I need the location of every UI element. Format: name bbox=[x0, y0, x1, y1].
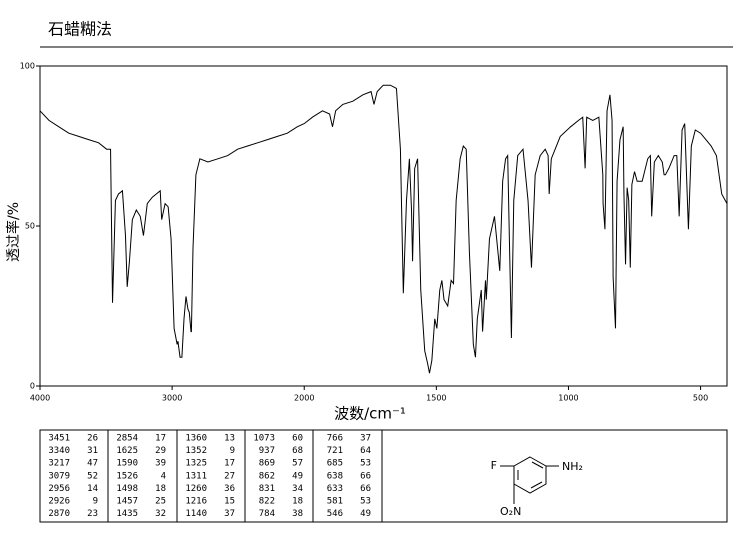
table-frame bbox=[39, 429, 728, 523]
peak-transmittance: 60 bbox=[292, 434, 303, 444]
x-axis-label: 波数/cm⁻¹ bbox=[334, 405, 406, 423]
peak-wavenumber: 633 bbox=[327, 484, 343, 494]
x-tick-label: 1000 bbox=[558, 394, 578, 403]
plot-frame bbox=[39, 65, 728, 387]
peak-transmittance: 23 bbox=[87, 509, 98, 519]
benzene-ring bbox=[513, 456, 547, 494]
peak-wavenumber: 1216 bbox=[185, 497, 207, 507]
peak-wavenumber: 784 bbox=[259, 509, 275, 519]
peak-transmittance: 38 bbox=[292, 509, 303, 519]
peak-wavenumber: 1457 bbox=[116, 497, 138, 507]
peak-transmittance: 49 bbox=[360, 509, 371, 519]
x-tick-label: 4000 bbox=[30, 394, 50, 403]
peak-wavenumber: 2926 bbox=[48, 497, 70, 507]
structure-label: O₂N bbox=[500, 505, 521, 518]
double-bond bbox=[531, 461, 544, 469]
peak-transmittance: 29 bbox=[155, 446, 166, 456]
structure-label: NH₂ bbox=[562, 460, 583, 473]
peak-wavenumber: 3217 bbox=[48, 459, 70, 469]
peak-transmittance: 17 bbox=[224, 459, 235, 469]
y-tick-label: 0 bbox=[30, 382, 35, 391]
peak-transmittance: 32 bbox=[155, 509, 166, 519]
x-tick-label: 2000 bbox=[294, 394, 314, 403]
peak-wavenumber: 3340 bbox=[48, 446, 70, 456]
peak-transmittance: 57 bbox=[292, 459, 303, 469]
peak-transmittance: 52 bbox=[87, 471, 98, 481]
peak-wavenumber: 2956 bbox=[48, 484, 70, 494]
peak-transmittance: 39 bbox=[155, 459, 166, 469]
peak-transmittance: 31 bbox=[87, 446, 98, 456]
x-tick-label: 3000 bbox=[162, 394, 182, 403]
peak-transmittance: 34 bbox=[292, 484, 303, 494]
peak-wavenumber: 862 bbox=[259, 471, 275, 481]
peak-wavenumber: 766 bbox=[327, 434, 343, 444]
peak-transmittance: 64 bbox=[360, 446, 371, 456]
peak-wavenumber: 1311 bbox=[185, 471, 207, 481]
double-bond bbox=[530, 481, 543, 489]
peak-wavenumber: 1325 bbox=[185, 459, 207, 469]
peak-wavenumber: 581 bbox=[327, 497, 343, 507]
peak-wavenumber: 1498 bbox=[116, 484, 138, 494]
peak-wavenumber: 1590 bbox=[116, 459, 138, 469]
peak-transmittance: 18 bbox=[155, 484, 166, 494]
peak-wavenumber: 3451 bbox=[48, 434, 70, 444]
peak-transmittance: 53 bbox=[360, 497, 371, 507]
peak-wavenumber: 831 bbox=[259, 484, 275, 494]
peak-transmittance: 47 bbox=[87, 459, 98, 469]
y-axis-label: 透过率/% bbox=[5, 202, 22, 262]
peak-transmittance: 18 bbox=[292, 497, 303, 507]
peak-wavenumber: 822 bbox=[259, 497, 275, 507]
x-tick-label: 1500 bbox=[426, 394, 446, 403]
peak-transmittance: 4 bbox=[161, 471, 166, 481]
peak-transmittance: 26 bbox=[87, 434, 98, 444]
peak-wavenumber: 546 bbox=[327, 509, 343, 519]
peak-wavenumber: 1073 bbox=[253, 434, 275, 444]
peak-transmittance: 17 bbox=[155, 434, 166, 444]
peak-transmittance: 53 bbox=[360, 459, 371, 469]
peak-transmittance: 37 bbox=[360, 434, 371, 444]
peak-wavenumber: 1526 bbox=[116, 471, 138, 481]
peak-transmittance: 13 bbox=[224, 434, 235, 444]
peak-transmittance: 68 bbox=[292, 446, 303, 456]
peak-wavenumber: 638 bbox=[327, 471, 343, 481]
peak-wavenumber: 685 bbox=[327, 459, 343, 469]
peak-wavenumber: 937 bbox=[259, 446, 275, 456]
y-tick-label: 50 bbox=[25, 222, 35, 231]
peak-wavenumber: 1140 bbox=[185, 509, 207, 519]
peak-wavenumber: 2870 bbox=[48, 509, 70, 519]
peak-transmittance: 36 bbox=[224, 484, 235, 494]
peak-wavenumber: 721 bbox=[327, 446, 343, 456]
peak-wavenumber: 1360 bbox=[185, 434, 207, 444]
peak-wavenumber: 869 bbox=[259, 459, 275, 469]
peak-transmittance: 9 bbox=[230, 446, 235, 456]
spectrum-line bbox=[39, 84, 728, 374]
chart-title: 石蜡糊法 bbox=[48, 20, 112, 39]
peak-wavenumber: 1260 bbox=[185, 484, 207, 494]
peak-wavenumber: 3079 bbox=[48, 471, 70, 481]
structure-drawing bbox=[500, 456, 559, 504]
peak-transmittance: 37 bbox=[224, 509, 235, 519]
x-tick-label: 500 bbox=[693, 394, 708, 403]
peak-transmittance: 9 bbox=[93, 497, 98, 507]
peak-wavenumber: 1435 bbox=[116, 509, 138, 519]
peak-transmittance: 14 bbox=[87, 484, 98, 494]
peak-transmittance: 27 bbox=[224, 471, 235, 481]
peak-transmittance: 49 bbox=[292, 471, 303, 481]
peak-transmittance: 15 bbox=[224, 497, 235, 507]
peak-transmittance: 66 bbox=[360, 471, 371, 481]
peak-transmittance: 66 bbox=[360, 484, 371, 494]
y-tick-label: 100 bbox=[20, 62, 35, 71]
peak-wavenumber: 1625 bbox=[116, 446, 138, 456]
peak-transmittance: 25 bbox=[155, 497, 166, 507]
peak-wavenumber: 2854 bbox=[116, 434, 138, 444]
structure-label: F bbox=[491, 459, 497, 472]
peak-wavenumber: 1352 bbox=[185, 446, 207, 456]
